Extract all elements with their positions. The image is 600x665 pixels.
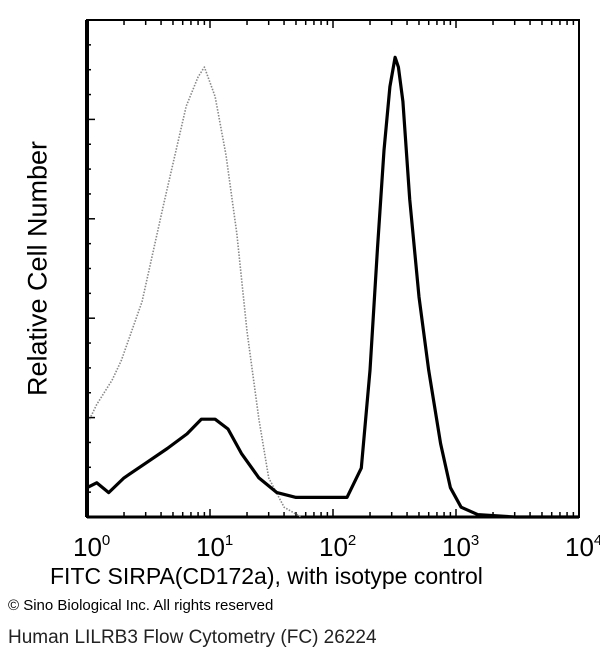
figure-caption: Human LILRB3 Flow Cytometry (FC) 26224 <box>8 627 377 648</box>
x-tick-label: 102 <box>319 532 356 562</box>
x-tick-label: 104 <box>565 532 600 562</box>
plot-frame <box>86 19 580 518</box>
x-axis-label: FITC SIRPA(CD172a), with isotype control <box>50 563 483 589</box>
histogram-plot: 100 101 102 103 104 <box>73 19 600 562</box>
sample-histogram <box>86 55 579 519</box>
x-tick-label: 100 <box>73 532 110 562</box>
isotype-control-histogram <box>88 66 302 518</box>
y-axis-label: Relative Cell Number <box>22 140 53 397</box>
copyright-text: © Sino Biological Inc. All rights reserv… <box>8 597 274 614</box>
x-tick-label: 103 <box>442 532 479 562</box>
x-tick-label: 101 <box>196 532 233 562</box>
